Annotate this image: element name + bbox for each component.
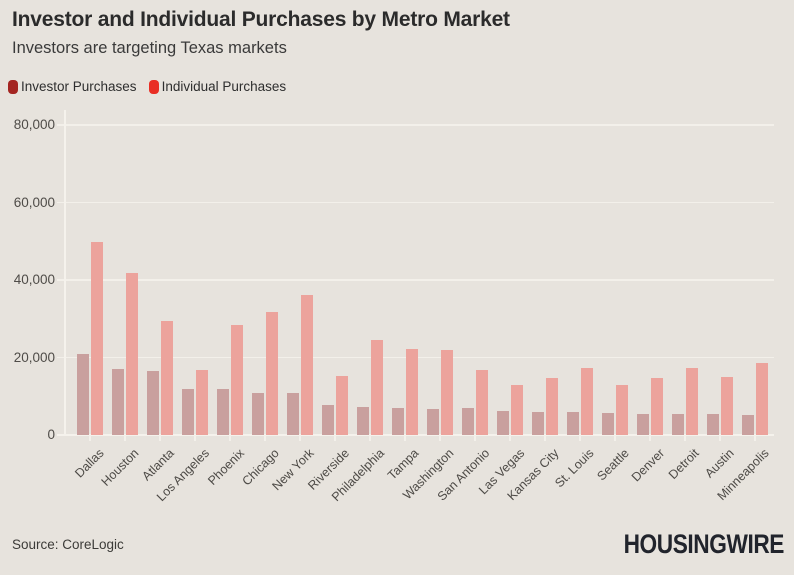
bar-investor-minneapolis xyxy=(741,414,755,435)
bar-individual-las-vegas xyxy=(510,384,524,435)
bar-investor-detroit xyxy=(671,414,685,435)
investor-swatch-icon xyxy=(8,79,18,94)
x-tick xyxy=(124,435,126,441)
bar-investor-las-vegas xyxy=(496,411,510,435)
x-tick xyxy=(719,435,721,441)
source-credit: Source: CoreLogic xyxy=(12,537,124,552)
legend-item-investor: Investor Purchases xyxy=(8,79,137,94)
y-tick-label: 80,000 xyxy=(13,117,55,132)
x-tick xyxy=(684,435,686,441)
gridline-80000 xyxy=(57,124,774,126)
x-axis-line xyxy=(57,434,774,436)
x-tick xyxy=(579,435,581,441)
bar-individual-st-louis xyxy=(580,367,594,435)
legend-item-individual: Individual Purchases xyxy=(148,79,287,94)
bar-investor-houston xyxy=(111,368,125,435)
housingwire-wordmark: HOUSINGWIRE xyxy=(623,529,785,559)
x-tick xyxy=(89,435,91,441)
y-tick-label: 60,000 xyxy=(13,194,55,210)
bar-individual-minneapolis xyxy=(755,363,769,435)
x-tick-label-phoenix: Phoenix xyxy=(205,446,247,488)
y-tick-label: 20,000 xyxy=(13,349,55,365)
bar-investor-washington xyxy=(426,408,440,435)
y-axis-line xyxy=(64,110,66,435)
x-tick xyxy=(194,435,196,441)
bar-investor-new-york xyxy=(286,393,300,435)
bar-investor-denver xyxy=(636,413,650,435)
x-tick-label-denver: Denver xyxy=(628,446,667,485)
y-tick-label: 0 xyxy=(47,427,55,442)
x-tick-label-seattle: Seattle xyxy=(594,446,632,484)
individual-swatch-icon xyxy=(148,79,159,94)
bar-individual-dallas xyxy=(90,242,104,435)
x-tick xyxy=(509,435,511,441)
bar-individual-los-angeles xyxy=(195,370,209,435)
bar-individual-denver xyxy=(650,378,664,435)
x-tick xyxy=(544,435,546,441)
x-tick-label-detroit: Detroit xyxy=(665,446,702,482)
legend-label-investor: Investor Purchases xyxy=(21,79,137,94)
bar-individual-chicago xyxy=(265,312,279,435)
bar-individual-tampa xyxy=(405,349,419,435)
x-tick xyxy=(264,435,266,441)
bar-investor-st-louis xyxy=(566,412,580,435)
x-tick xyxy=(439,435,441,441)
page-subtitle: Investors are targeting Texas markets xyxy=(12,39,287,57)
x-tick xyxy=(614,435,616,441)
bar-investor-san-antonio xyxy=(461,408,475,435)
legend: Investor Purchases Individual Purchases xyxy=(8,79,286,94)
x-tick xyxy=(474,435,476,441)
legend-label-individual: Individual Purchases xyxy=(161,79,287,94)
x-tick xyxy=(159,435,161,441)
gridline-60000 xyxy=(57,201,774,204)
bar-individual-san-antonio xyxy=(475,369,489,435)
x-tick xyxy=(649,435,651,441)
bar-investor-kansas-city xyxy=(531,411,545,435)
page-title: Investor and Individual Purchases by Met… xyxy=(12,8,510,31)
bar-individual-phoenix xyxy=(230,325,244,435)
bar-investor-atlanta xyxy=(146,371,160,435)
bar-investor-riverside xyxy=(321,405,335,435)
x-tick xyxy=(754,435,756,441)
plot-area xyxy=(57,110,774,436)
bar-investor-los-angeles xyxy=(181,388,195,435)
x-tick xyxy=(299,435,301,441)
gridline-40000 xyxy=(57,279,774,281)
bar-investor-dallas xyxy=(76,353,90,435)
bar-individual-riverside xyxy=(335,376,349,435)
bar-investor-tampa xyxy=(391,408,405,435)
bar-individual-houston xyxy=(125,273,139,435)
bar-investor-austin xyxy=(706,414,720,435)
bar-individual-philadelphia xyxy=(370,340,384,435)
bar-investor-phoenix xyxy=(216,389,230,435)
x-tick xyxy=(334,435,336,441)
bar-individual-kansas-city xyxy=(545,378,559,435)
bar-investor-philadelphia xyxy=(356,406,370,435)
x-tick xyxy=(369,435,371,441)
bar-investor-seattle xyxy=(601,413,615,435)
bar-individual-austin xyxy=(720,376,734,435)
bar-individual-detroit xyxy=(685,367,699,435)
x-tick xyxy=(229,435,231,441)
bar-individual-washington xyxy=(440,350,454,435)
x-tick xyxy=(404,435,406,441)
x-tick-label-houston: Houston xyxy=(99,446,142,489)
bar-individual-new-york xyxy=(300,295,314,435)
bar-individual-seattle xyxy=(615,385,629,435)
bar-investor-chicago xyxy=(251,392,265,435)
bar-individual-atlanta xyxy=(160,321,174,435)
y-tick-label: 40,000 xyxy=(13,272,55,287)
